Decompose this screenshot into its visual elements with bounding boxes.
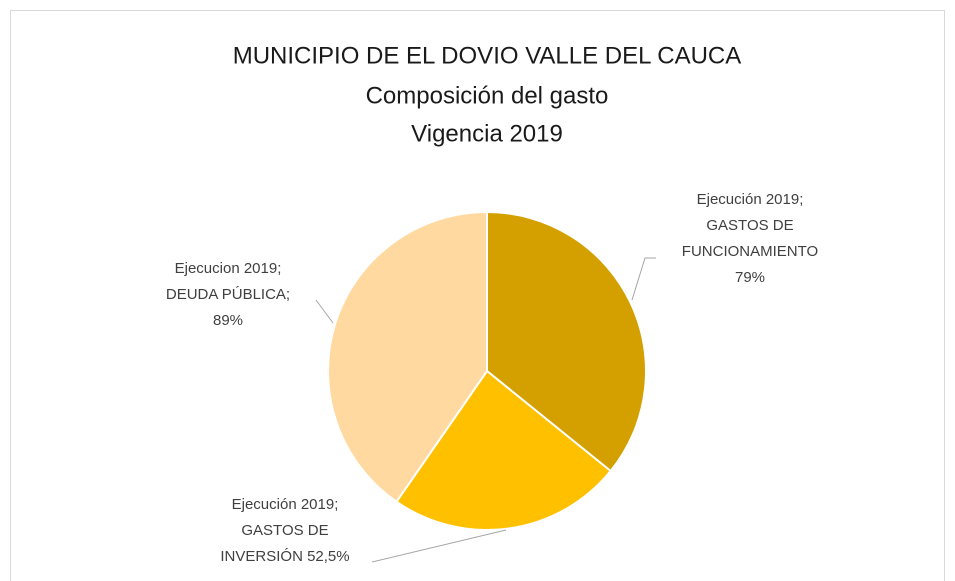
data-label: Ejecucion 2019; [175, 260, 282, 277]
data-label: Ejecución 2019; [232, 496, 339, 513]
data-label: GASTOS DE [241, 522, 328, 539]
pie-slice [395, 369, 613, 531]
pie-slice [327, 210, 488, 504]
leader-line [315, 299, 334, 324]
data-label: Ejecución 2019; [697, 191, 804, 208]
pie-slice [486, 210, 647, 473]
chart-title: Composición del gasto [366, 82, 609, 109]
data-label: 79% [735, 269, 765, 286]
leader-line [371, 529, 507, 563]
chart-title: MUNICIPIO DE EL DOVIO VALLE DEL CAUCA [233, 42, 742, 69]
data-label: 89% [213, 312, 243, 329]
data-label: GASTOS DE [706, 217, 793, 234]
data-label: FUNCIONAMIENTO [682, 243, 818, 260]
data-label: DEUDA PÚBLICA; [166, 286, 290, 303]
data-label: INVERSIÓN 52,5% [220, 548, 349, 565]
chart-title: Vigencia 2019 [411, 120, 563, 147]
leader-line [631, 257, 656, 301]
